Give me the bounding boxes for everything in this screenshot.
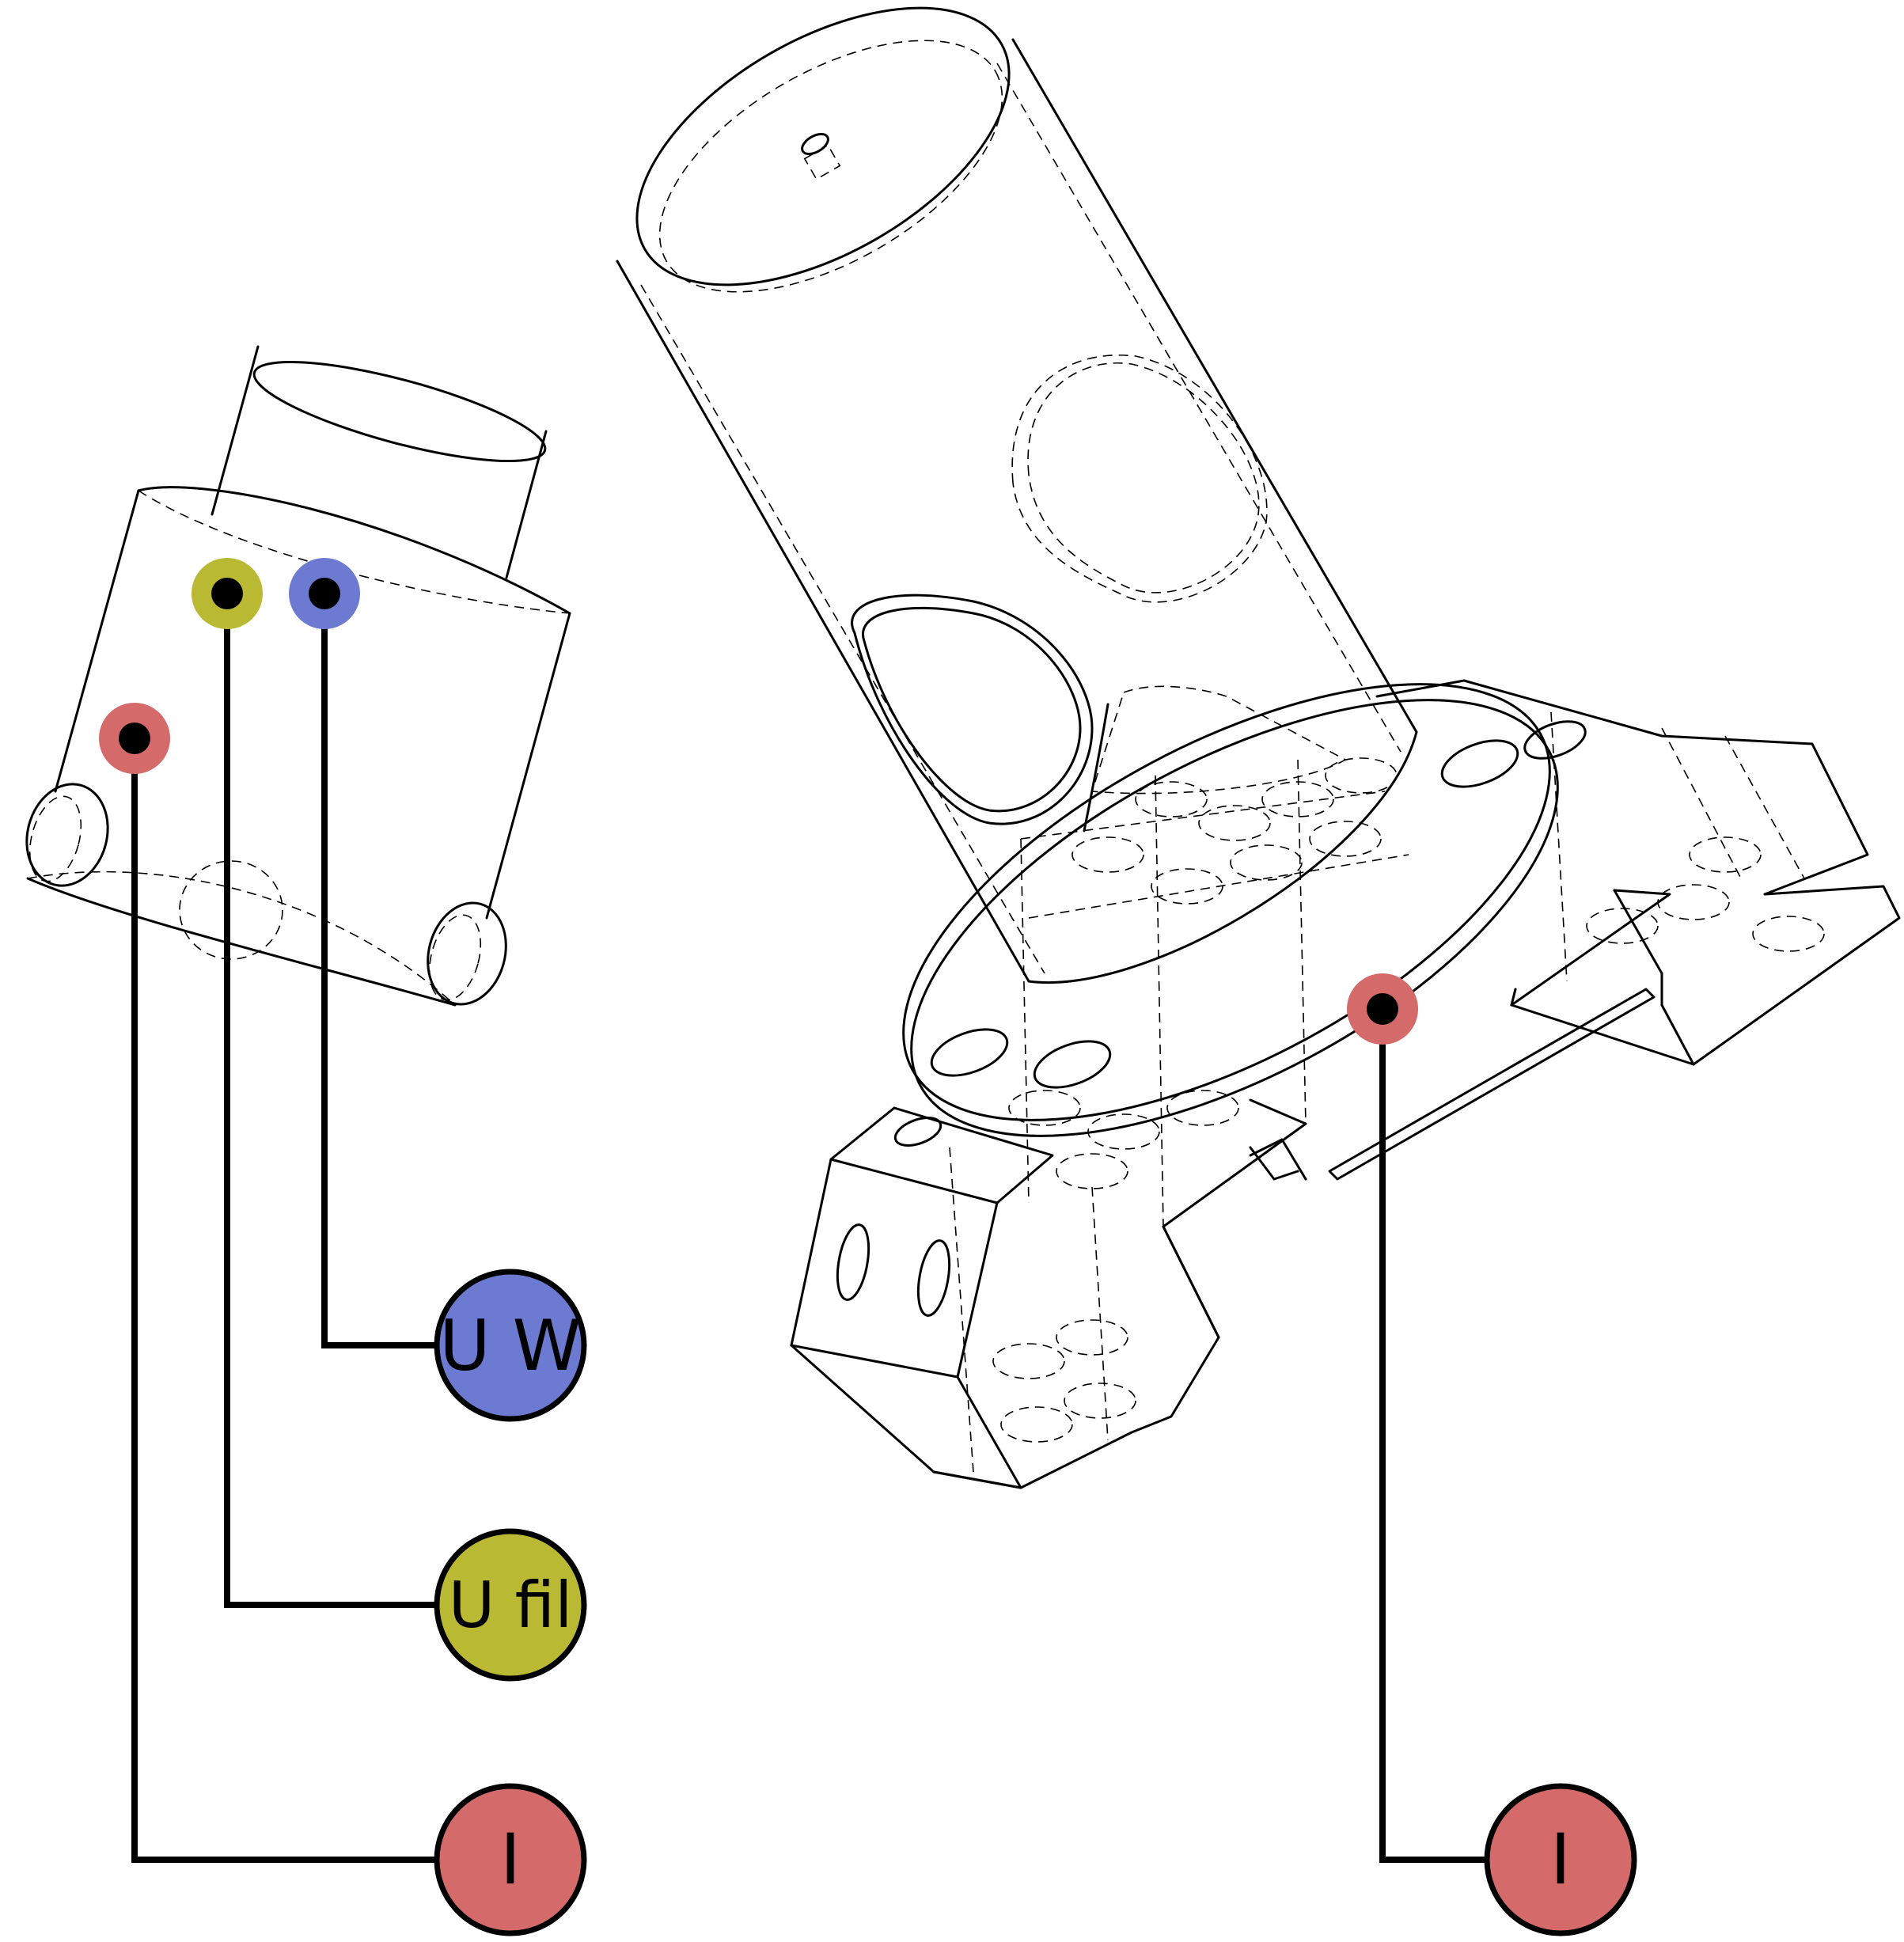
label-uw-text: U W — [439, 1305, 581, 1386]
wire-yellow — [224, 594, 437, 1608]
right-tube — [616, 6, 1418, 984]
label-i-right-text: I — [1550, 1819, 1571, 1900]
left-bottom-boss — [179, 860, 283, 960]
base-hidden-detail — [949, 711, 1825, 1473]
terminal-yellow — [192, 558, 263, 629]
label-i-left-text: I — [500, 1819, 521, 1900]
label-ufil-text: U fil — [449, 1568, 573, 1642]
terminal-blue — [289, 558, 360, 629]
wire-red-left — [131, 738, 437, 1863]
label-bubble-uw: U W — [434, 1269, 587, 1422]
label-bubble-i-right: I — [1484, 1783, 1637, 1936]
wire-red-right — [1379, 1009, 1486, 1863]
terminal-red-left — [99, 703, 170, 774]
label-bubble-ufil: U fil — [434, 1528, 587, 1682]
left-body-cylinder — [26, 486, 571, 1007]
right-tube-window-back — [1011, 355, 1268, 603]
left-lug-right — [427, 901, 507, 1006]
right-block-base — [790, 679, 1901, 1489]
right-flange — [893, 683, 1587, 1147]
left-lug-left — [25, 783, 109, 887]
wires — [131, 594, 1486, 1863]
right-funnel — [1083, 685, 1347, 833]
left-component — [25, 345, 571, 1007]
right-component — [616, 6, 1901, 1489]
right-tube-window-front — [851, 594, 1094, 825]
label-bubble-i-left: I — [434, 1783, 587, 1936]
terminal-red-right — [1347, 973, 1418, 1045]
left-upper-cylinder — [211, 345, 548, 579]
wire-blue — [321, 594, 437, 1348]
